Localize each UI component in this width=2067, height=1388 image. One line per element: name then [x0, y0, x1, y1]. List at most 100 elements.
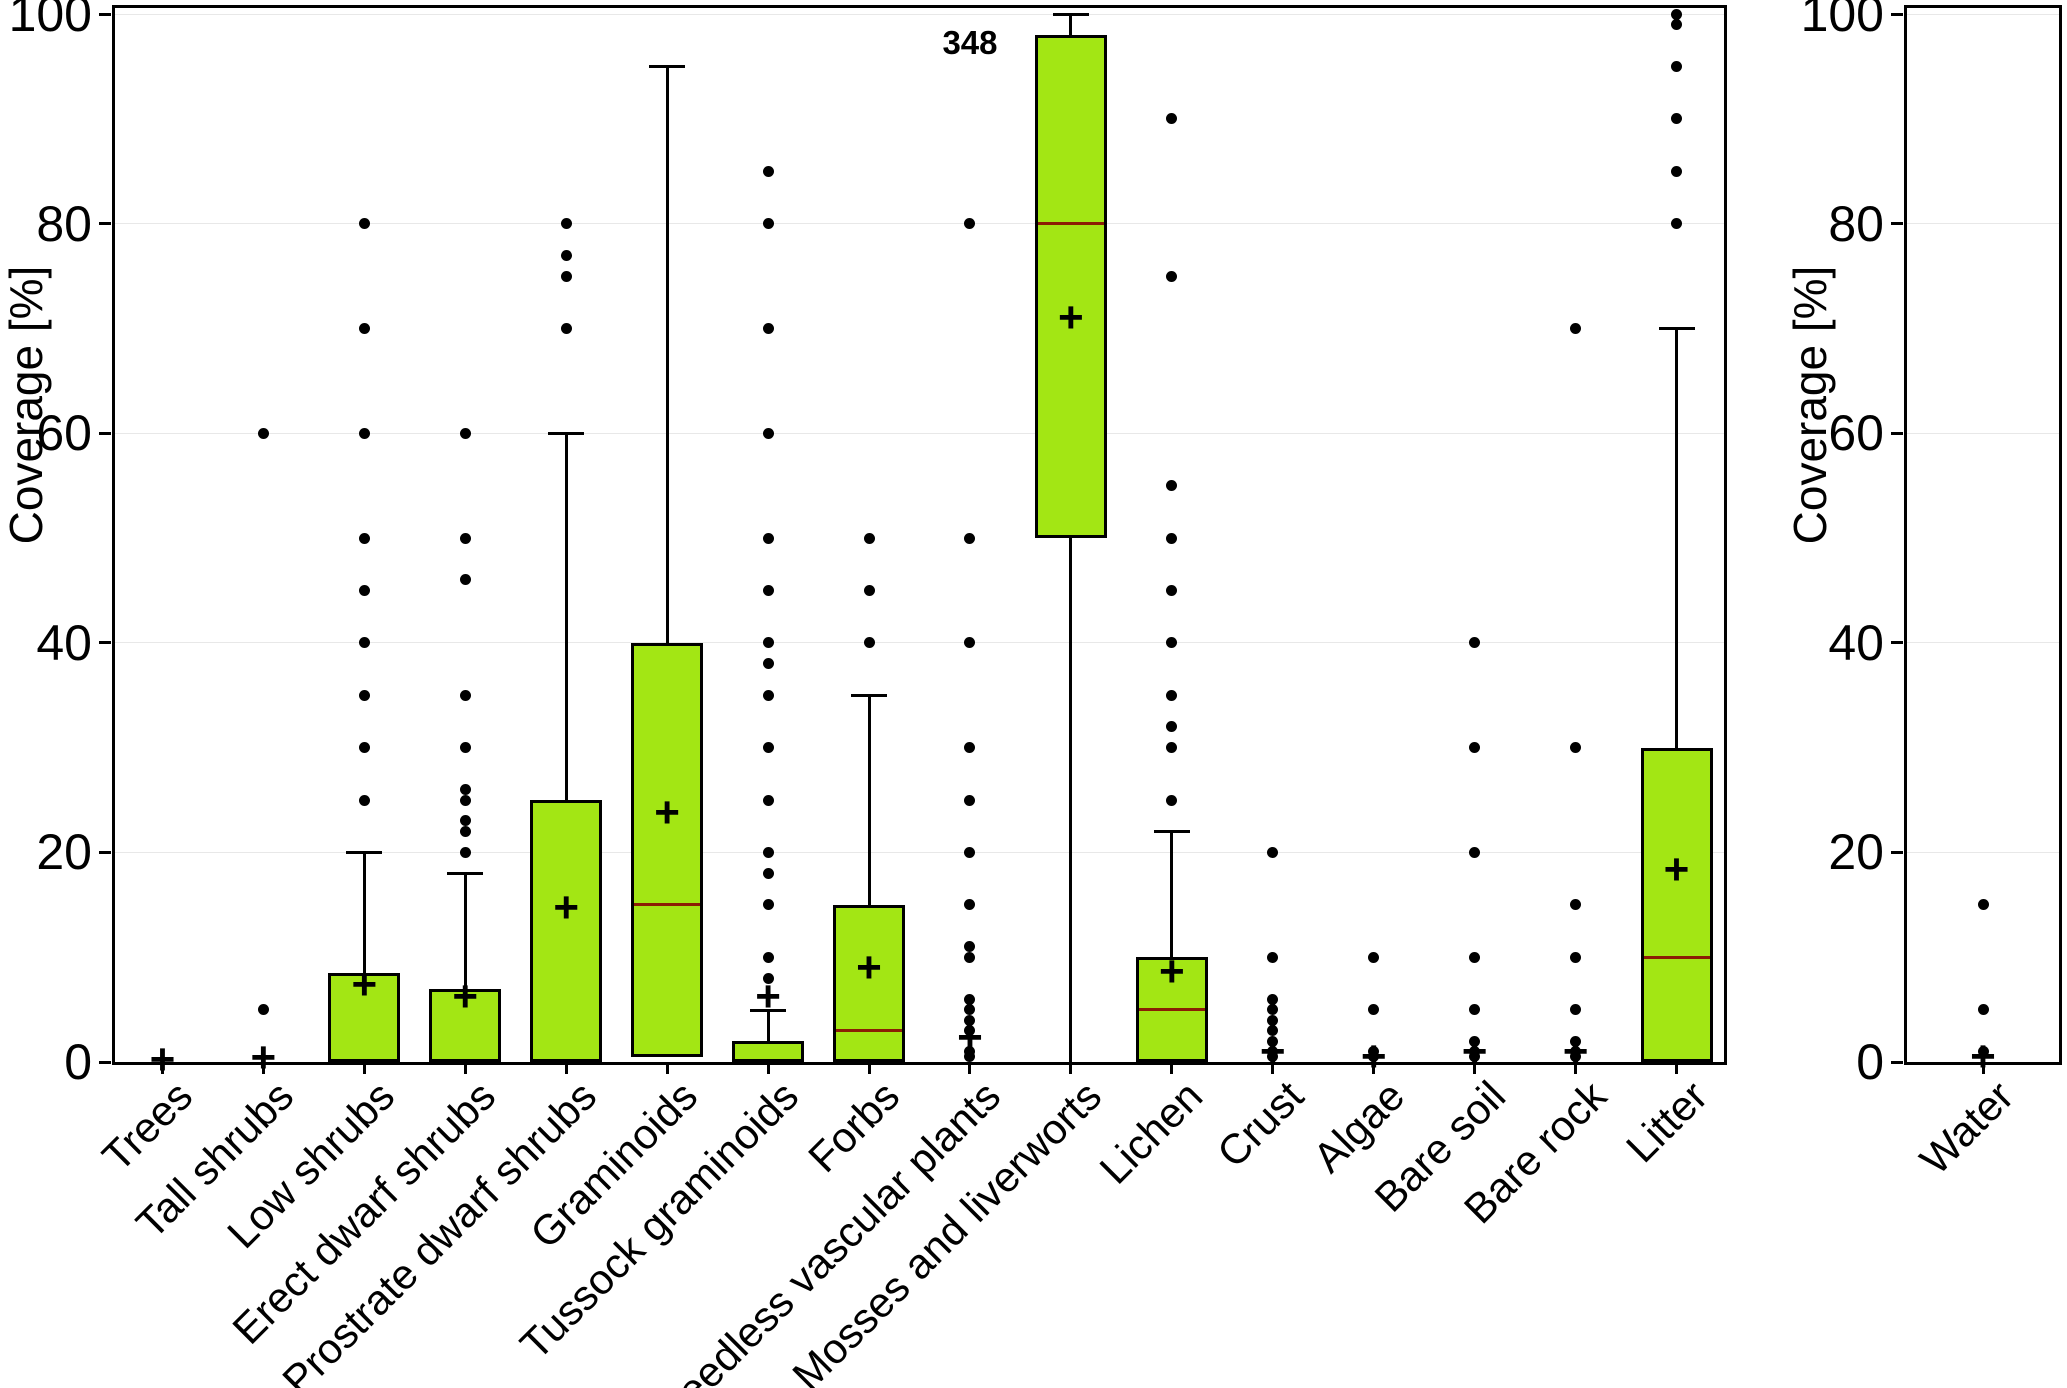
y-tick-label-40: 40	[36, 614, 92, 671]
outlier-dot	[459, 532, 471, 544]
y-tick-label-100: 100	[8, 0, 92, 42]
mean-marker: +	[452, 972, 479, 1022]
box	[429, 988, 502, 1062]
y-tick-80	[1891, 222, 1903, 226]
x-tick	[665, 1062, 669, 1074]
whisker-high	[564, 433, 568, 800]
box	[530, 800, 603, 1062]
y-tick-label-20: 20	[36, 824, 92, 881]
y-tick-label-60: 60	[1828, 405, 1884, 462]
outlier-dot	[964, 941, 976, 953]
outlier-dot	[1166, 794, 1178, 806]
outlier-dot	[358, 637, 370, 649]
mean-marker: +	[351, 960, 378, 1010]
outlier-dot	[964, 846, 976, 858]
y-tick-0	[1891, 1060, 1903, 1064]
box	[833, 904, 906, 1062]
outlier-dot	[762, 165, 774, 177]
outlier-dot	[1166, 637, 1178, 649]
outlier-dot	[762, 899, 774, 911]
outlier-dot	[1267, 951, 1279, 963]
whisker-high	[1170, 831, 1174, 958]
x-tick	[564, 1062, 568, 1074]
outlier-dot	[1671, 8, 1683, 20]
outlier-dot	[257, 427, 269, 439]
outlier-dot	[1267, 846, 1279, 858]
y-tick-label-80: 80	[36, 195, 92, 252]
y-tick-0	[99, 1060, 111, 1064]
mean-marker: +	[1360, 1031, 1387, 1081]
outlier-dot	[964, 794, 976, 806]
outlier-dot	[964, 742, 976, 754]
median-line	[836, 1029, 903, 1033]
whisker-cap	[447, 872, 484, 876]
x-tick	[463, 1062, 467, 1074]
outlier-dot	[459, 784, 471, 796]
y-tick-40	[1891, 641, 1903, 645]
mean-marker: +	[1058, 292, 1084, 342]
y-tick-label-40: 40	[1828, 614, 1884, 671]
y-tick-label-0: 0	[1856, 1034, 1884, 1090]
outlier-dot	[1570, 742, 1582, 754]
mean-marker: +	[1158, 946, 1185, 996]
outlier-dot	[358, 742, 370, 754]
outlier-dot	[1166, 270, 1178, 282]
x-tick	[1170, 1062, 1174, 1074]
median-line	[1138, 1008, 1205, 1012]
y-tick-label-20: 20	[1828, 824, 1884, 881]
outlier-dot	[358, 322, 370, 334]
outlier-dot	[1469, 951, 1481, 963]
outlier-dot	[459, 846, 471, 858]
outlier-dot	[1570, 899, 1582, 911]
outlier-dot	[762, 658, 774, 670]
box	[328, 972, 401, 1062]
outlier-dot	[1267, 1014, 1279, 1026]
mean-marker: +	[1259, 1026, 1286, 1076]
gridline-60	[1904, 432, 2062, 434]
outlier-dot	[358, 218, 370, 230]
whisker-high	[362, 852, 366, 973]
outlier-dot	[1267, 993, 1279, 1005]
gridline-40	[112, 642, 1727, 644]
outlier-dot	[863, 584, 875, 596]
outlier-dot	[1166, 584, 1178, 596]
box	[1034, 34, 1107, 538]
x-tick	[362, 1062, 366, 1074]
outlier-dot	[459, 742, 471, 754]
outlier-dot	[1977, 899, 1989, 911]
outlier-dot	[1671, 165, 1683, 177]
outlier-dot	[762, 218, 774, 230]
mean-marker: +	[755, 972, 781, 1022]
outlier-dot	[762, 637, 774, 649]
mean-marker: +	[553, 882, 580, 932]
plot-frame	[112, 5, 1727, 1065]
outlier-dot	[1368, 1046, 1380, 1058]
outlier-dot	[762, 689, 774, 701]
outlier-dot	[459, 689, 471, 701]
gridline-100	[112, 13, 1727, 15]
whisker-cap	[750, 1008, 787, 1012]
mean-marker: +	[1562, 1026, 1589, 1076]
outlier-dot	[762, 794, 774, 806]
outlier-dot	[1267, 1046, 1279, 1058]
y-tick-label-60: 60	[36, 405, 92, 462]
gridline-80	[112, 223, 1727, 225]
outlier-dot	[1166, 742, 1178, 754]
outlier-dot	[1267, 1004, 1279, 1016]
outlier-dot	[459, 815, 471, 827]
whisker-high	[665, 66, 669, 643]
outlier-dot	[1368, 951, 1380, 963]
outlier-dot	[1977, 1004, 1989, 1016]
whisker-high	[766, 1009, 770, 1042]
outlier-dot	[1570, 951, 1582, 963]
outlier-dot	[964, 951, 976, 963]
outlier-dot	[1469, 1046, 1481, 1058]
x-tick	[1473, 1062, 1477, 1074]
x-tick	[1574, 1062, 1578, 1074]
outlier-dot	[1368, 1004, 1380, 1016]
gridline-60	[112, 432, 1727, 434]
x-tick	[1675, 1062, 1679, 1074]
outlier-dot	[762, 322, 774, 334]
outlier-dot	[964, 1004, 976, 1016]
gridline-40	[1904, 642, 2062, 644]
